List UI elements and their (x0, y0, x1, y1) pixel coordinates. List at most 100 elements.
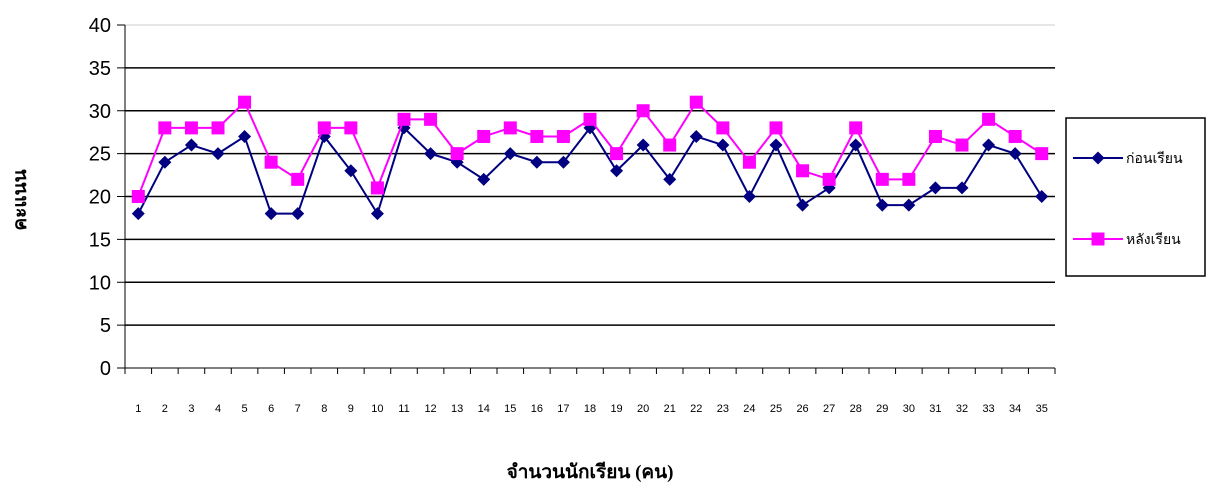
data-point (184, 121, 198, 135)
x-tick-label: 25 (770, 403, 782, 415)
data-point (769, 121, 783, 135)
x-tick-label: 11 (398, 403, 409, 415)
legend-item: หลังเรียน (1073, 232, 1181, 248)
data-point (1035, 190, 1049, 203)
x-tick-label: 3 (188, 403, 194, 415)
x-tick-label: 4 (215, 403, 221, 415)
y-tick-label: 5 (100, 315, 111, 337)
data-point (875, 172, 889, 186)
data-point (902, 172, 916, 186)
data-point (796, 164, 810, 178)
data-point (344, 164, 358, 178)
x-tick-label: 26 (796, 403, 808, 415)
data-point (663, 172, 677, 186)
x-tick-label: 29 (876, 403, 888, 415)
y-tick-label: 0 (100, 358, 111, 380)
x-tick-label: 14 (478, 403, 490, 415)
data-point (982, 112, 996, 126)
series-line (137, 126, 1043, 217)
data-point (477, 129, 491, 143)
series-2 (131, 95, 1049, 203)
x-tick-label: 8 (321, 403, 327, 415)
data-point (610, 147, 624, 161)
data-point (689, 95, 703, 109)
data-point (849, 138, 863, 152)
data-point (477, 172, 491, 186)
data-point (131, 190, 145, 203)
x-tick-label: 10 (371, 403, 383, 415)
legend-item: ก่อนเรียน (1073, 151, 1183, 167)
data-point (264, 155, 278, 169)
x-tick-label: 27 (823, 403, 835, 415)
legend-box (1065, 117, 1206, 277)
data-point (583, 112, 597, 126)
data-point (982, 138, 996, 152)
x-tick-label: 16 (531, 403, 543, 415)
data-point (450, 147, 464, 161)
x-tick-label: 12 (424, 403, 436, 415)
series-1 (131, 121, 1049, 221)
data-point (158, 121, 172, 135)
y-tick-label: 20 (89, 187, 111, 209)
data-point (264, 207, 278, 221)
x-tick-label: 2 (162, 403, 168, 415)
data-point (742, 190, 756, 203)
x-axis-title: จำนวนนักเรียน (คน) (507, 461, 674, 483)
data-point (397, 112, 411, 126)
data-point (1035, 147, 1049, 161)
data-point (530, 155, 544, 169)
x-tick-label: 9 (348, 403, 354, 415)
data-point (955, 181, 969, 195)
data-point (769, 138, 783, 152)
data-point (849, 121, 863, 135)
x-tick-label: 28 (850, 403, 862, 415)
y-tick-label: 25 (89, 144, 111, 166)
x-tick-label: 1 (135, 403, 141, 415)
data-point (556, 129, 570, 143)
data-point (663, 138, 677, 152)
data-point (1008, 147, 1022, 161)
x-tick-label: 6 (268, 403, 274, 415)
legend-marker (1091, 151, 1105, 165)
legend-label: ก่อนเรียน (1126, 151, 1183, 167)
x-axis-ticks: 1 2 3 4 5 6 7 8 9 10 11 12 13 14 15 16 17 18 19 20 21 22 23 24 2… (124, 368, 1056, 415)
x-tick-label: 15 (504, 403, 516, 415)
data-point (184, 138, 198, 152)
data-point (344, 121, 358, 135)
series-layer (131, 95, 1049, 221)
x-tick-label: 7 (295, 403, 301, 415)
data-point (556, 155, 570, 169)
data-point (822, 172, 836, 186)
data-point (689, 129, 703, 143)
legend-label: หลังเรียน (1126, 232, 1181, 248)
data-point (636, 138, 650, 152)
data-point (211, 121, 225, 135)
x-tick-label: 30 (903, 403, 915, 415)
x-tick-label: 13 (451, 403, 463, 415)
data-point (503, 147, 517, 161)
y-tick-label: 10 (89, 272, 111, 294)
x-tick-label: 22 (690, 403, 702, 415)
x-tick-label: 31 (929, 403, 941, 415)
y-tick-label: 35 (89, 58, 111, 80)
x-tick-label: 32 (956, 403, 968, 415)
gridlines (125, 24, 1055, 326)
data-point (291, 207, 305, 221)
data-point (158, 155, 172, 169)
data-point (370, 207, 384, 221)
data-point (291, 172, 305, 186)
x-tick-label: 33 (982, 403, 994, 415)
data-point (131, 207, 145, 221)
data-point (716, 121, 730, 135)
y-tick-label: 30 (89, 101, 111, 123)
data-point (317, 121, 331, 135)
y-axis-ticks: 0 5 10 15 20 25 30 35 40 (89, 15, 125, 380)
data-point (238, 95, 252, 109)
legend-marker (1091, 232, 1105, 246)
x-tick-label: 20 (637, 403, 649, 415)
data-point (875, 198, 889, 212)
data-point (636, 104, 650, 118)
data-point (610, 164, 624, 178)
data-point (530, 129, 544, 143)
